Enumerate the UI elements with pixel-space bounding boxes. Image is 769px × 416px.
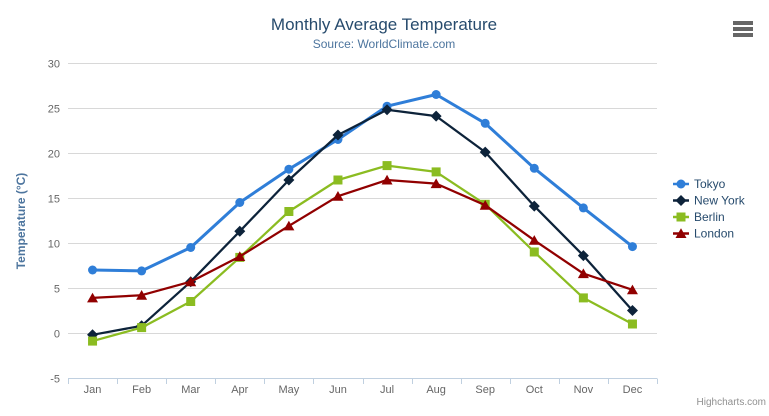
series-point-tokyo-jan[interactable] <box>88 265 98 275</box>
legend-marker-new-york <box>675 195 687 206</box>
series-london <box>87 174 638 303</box>
series-point-berlin-may[interactable] <box>284 207 294 216</box>
legend-item-new-york[interactable]: New York <box>673 194 746 208</box>
series-point-tokyo-sep[interactable] <box>480 118 490 128</box>
hamburger-bar <box>733 33 753 37</box>
series-line-berlin <box>92 164 633 343</box>
series-new-york <box>87 104 638 341</box>
series-point-berlin-dec[interactable] <box>627 319 637 329</box>
chart-title: Monthly Average Temperature <box>271 15 497 34</box>
gridlines <box>68 63 657 379</box>
series-point-new-york-may[interactable] <box>283 174 295 186</box>
hamburger-bar <box>733 27 753 31</box>
series-point-berlin-jun[interactable] <box>333 175 343 185</box>
y-axis-label: 20 <box>48 149 60 161</box>
x-axis-label-may: May <box>278 384 299 396</box>
series-point-tokyo-apr[interactable] <box>235 198 245 207</box>
y-axis-label: 10 <box>48 239 60 251</box>
x-axis-label-jul: Jul <box>380 384 394 396</box>
series-point-berlin-oct[interactable] <box>529 247 539 257</box>
y-axis-title: Temperature (°C) <box>14 173 28 270</box>
x-axis-label-jun: Jun <box>329 384 347 396</box>
series-point-new-york-sep[interactable] <box>479 146 491 158</box>
x-axis-label-mar: Mar <box>181 384 200 396</box>
series-point-london-nov[interactable] <box>577 268 589 279</box>
series-tokyo <box>88 90 637 276</box>
series-point-berlin-jan[interactable] <box>88 336 98 346</box>
legend-item-london[interactable]: London <box>673 227 734 241</box>
series-line-new-york <box>92 108 634 336</box>
series-point-tokyo-oct[interactable] <box>529 163 539 173</box>
series-point-london-feb[interactable] <box>136 290 148 300</box>
x-axis-label-apr: Apr <box>231 384 248 396</box>
series-line-london <box>92 178 633 300</box>
legend-label-london: London <box>694 227 734 241</box>
legend: Tokyo New York Berlin London <box>673 177 746 241</box>
series-point-berlin-aug[interactable] <box>431 167 441 177</box>
legend-label-new-york: New York <box>694 194 746 208</box>
legend-marker-london <box>675 228 687 238</box>
x-axis-label-jan: Jan <box>84 384 102 396</box>
series-point-berlin-jul[interactable] <box>382 161 392 171</box>
x-axis-label-sep: Sep <box>475 384 495 396</box>
chart-subtitle: Source: WorldClimate.com <box>313 37 456 51</box>
series-point-berlin-mar[interactable] <box>186 297 196 306</box>
y-axis-label: -5 <box>50 374 60 386</box>
series-point-london-oct[interactable] <box>528 235 540 245</box>
legend-item-berlin[interactable]: Berlin <box>673 210 725 224</box>
series-point-tokyo-dec[interactable] <box>627 242 637 252</box>
series-point-new-york-jul[interactable] <box>381 104 393 116</box>
series-layer <box>87 90 638 346</box>
hamburger-menu-icon[interactable] <box>733 21 753 39</box>
series-point-tokyo-may[interactable] <box>284 164 294 174</box>
series-point-new-york-aug[interactable] <box>430 110 442 122</box>
x-axis-label-oct: Oct <box>526 384 543 396</box>
x-axis-label-nov: Nov <box>574 384 594 396</box>
series-point-berlin-nov[interactable] <box>578 293 588 303</box>
y-axis-label: 25 <box>48 104 60 116</box>
x-axis-label-aug: Aug <box>426 384 446 396</box>
x-axis-label-feb: Feb <box>132 384 151 396</box>
series-point-berlin-feb[interactable] <box>137 323 147 333</box>
hamburger-bar <box>733 21 753 25</box>
series-point-new-york-jun[interactable] <box>332 129 344 141</box>
series-point-new-york-nov[interactable] <box>577 250 589 262</box>
legend-marker-berlin <box>676 212 686 222</box>
y-axis-label: 30 <box>48 59 60 71</box>
legend-marker-tokyo <box>676 179 686 189</box>
legend-item-tokyo[interactable]: Tokyo <box>673 177 726 191</box>
series-point-london-may[interactable] <box>283 220 295 231</box>
series-point-tokyo-feb[interactable] <box>137 266 147 276</box>
series-point-new-york-apr[interactable] <box>234 225 246 237</box>
series-point-new-york-oct[interactable] <box>528 200 540 212</box>
series-point-london-mar[interactable] <box>185 276 197 287</box>
legend-label-berlin: Berlin <box>694 210 725 224</box>
series-point-london-dec[interactable] <box>626 284 638 295</box>
series-line-tokyo <box>92 93 634 273</box>
axes: -5 0 5 10 15 20 25 30 Jan Feb Mar Apr May Jun Jul Aug Se… <box>48 59 658 396</box>
series-point-london-aug[interactable] <box>430 178 442 189</box>
series-point-tokyo-mar[interactable] <box>186 243 196 252</box>
series-point-london-jul[interactable] <box>381 174 393 185</box>
series-point-london-sep[interactable] <box>479 200 491 210</box>
series-point-london-apr[interactable] <box>234 251 246 261</box>
highcharts-credit[interactable]: Highcharts.com <box>697 397 766 408</box>
series-point-london-jan[interactable] <box>87 292 99 303</box>
legend-label-tokyo: Tokyo <box>694 177 726 191</box>
series-point-london-jun[interactable] <box>332 191 344 201</box>
y-axis-label: 5 <box>54 284 60 296</box>
y-axis-label: 15 <box>48 194 60 206</box>
x-axis-label-dec: Dec <box>623 384 643 396</box>
series-point-tokyo-aug[interactable] <box>431 90 441 99</box>
series-point-new-york-dec[interactable] <box>626 305 638 316</box>
series-point-tokyo-nov[interactable] <box>578 203 588 213</box>
y-axis-label: 0 <box>54 329 60 341</box>
